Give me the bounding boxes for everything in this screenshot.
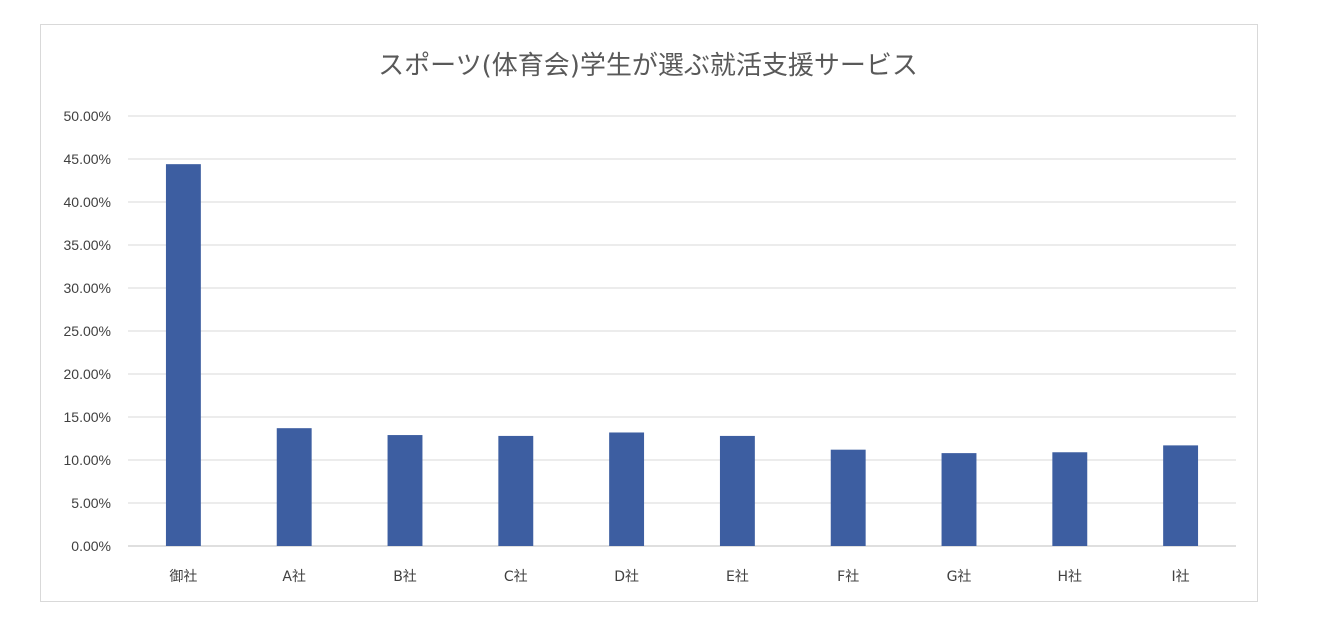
bar — [498, 435, 534, 546]
bar — [1052, 452, 1088, 546]
bar — [830, 449, 866, 546]
bar — [276, 428, 312, 546]
x-category-label: D社 — [614, 569, 639, 585]
y-tick-label: 10.00% — [64, 452, 111, 468]
x-category-label: B社 — [393, 569, 417, 585]
x-category-label: C社 — [504, 569, 528, 585]
y-tick-label: 40.00% — [64, 194, 111, 210]
x-category-label: A社 — [282, 569, 306, 585]
y-axis-ticks: 0.00% 5.00% 10.00% 15.00% 20.00% 25.00% 30.00%… — [64, 108, 111, 554]
y-tick-label: 0.00% — [71, 538, 111, 554]
bar-series — [165, 164, 1199, 546]
grid-layer — [128, 115, 1236, 547]
bar — [719, 435, 755, 546]
y-tick-label: 25.00% — [64, 323, 111, 339]
x-category-label: F社 — [837, 569, 859, 585]
bar — [1163, 445, 1199, 546]
x-category-label: 御社 — [169, 569, 197, 585]
y-tick-label: 45.00% — [64, 151, 111, 167]
bar — [387, 435, 423, 546]
x-category-label: H社 — [1058, 569, 1083, 585]
x-category-label: E社 — [726, 569, 749, 585]
bar — [941, 453, 977, 546]
x-category-label: I社 — [1172, 569, 1190, 585]
chart-title: スポーツ(体育会)学生が選ぶ就活支援サービス — [378, 51, 918, 81]
x-category-label: G社 — [947, 569, 972, 585]
y-tick-label: 20.00% — [64, 366, 111, 382]
y-tick-label: 50.00% — [64, 108, 111, 124]
bar — [609, 432, 645, 546]
y-tick-label: 5.00% — [71, 495, 111, 511]
y-tick-label: 35.00% — [64, 237, 111, 253]
y-tick-label: 30.00% — [64, 280, 111, 296]
y-tick-label: 15.00% — [64, 409, 111, 425]
x-axis-categories: 御社 A社 B社 C社 D社 E社 F社 G社 H社 I社 — [169, 569, 1189, 585]
bar — [165, 164, 201, 546]
